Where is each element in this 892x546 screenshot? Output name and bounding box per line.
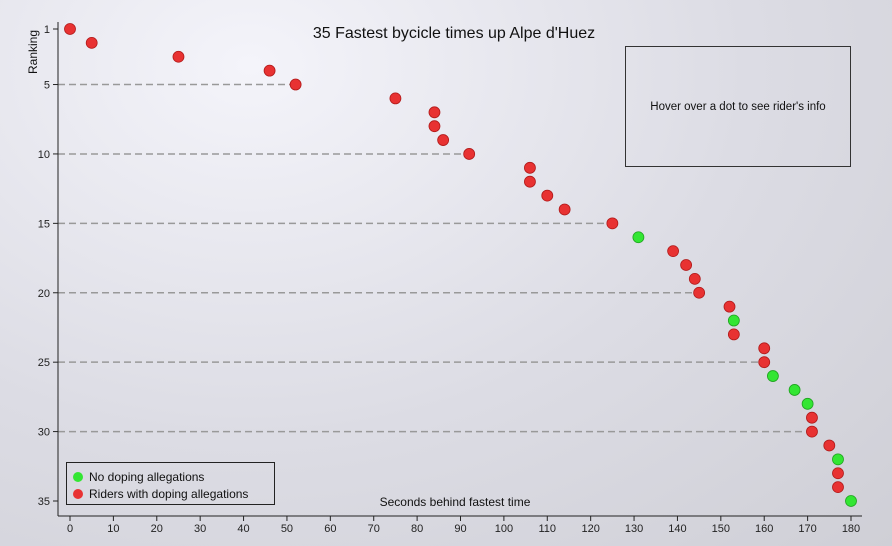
legend: No doping allegations Riders with doping… (66, 462, 275, 505)
data-point (680, 259, 693, 271)
y-axis-title: Ranking (26, 30, 40, 74)
data-point (832, 453, 844, 466)
info-box-text: Hover over a dot to see rider's info (650, 100, 826, 113)
data-point (558, 203, 571, 216)
data-point (801, 397, 814, 410)
x-tick-label: 40 (237, 523, 249, 535)
data-point (688, 272, 701, 285)
legend-item-doping: Riders with doping allegations (67, 485, 274, 502)
x-tick-label: 150 (712, 523, 730, 535)
x-tick-label: 30 (194, 523, 206, 535)
data-point (524, 161, 536, 174)
y-tick-label: 15 (38, 218, 50, 230)
y-tick-label: 5 (44, 80, 50, 92)
data-points (64, 23, 857, 507)
data-point (832, 481, 844, 494)
x-tick-label: 120 (581, 523, 599, 535)
data-point (727, 314, 740, 327)
x-tick-label: 0 (67, 523, 73, 535)
y-tick-label: 25 (38, 357, 50, 369)
data-point (172, 50, 185, 63)
data-point (263, 64, 276, 77)
data-point (606, 217, 619, 230)
x-tick-label: 90 (454, 523, 466, 535)
data-point (758, 356, 771, 369)
x-tick-label: 100 (495, 523, 513, 535)
chart-title: 35 Fastest bycicle times up Alpe d'Huez (313, 25, 595, 42)
y-tick-label: 10 (38, 149, 50, 161)
legend-swatch-green-dot (73, 471, 83, 482)
data-point (806, 411, 818, 424)
data-point (632, 231, 645, 244)
x-axis-title: Seconds behind fastest time (380, 495, 531, 509)
data-point (845, 495, 857, 507)
data-point (437, 134, 450, 146)
x-tick-label: 60 (324, 523, 336, 535)
legend-label: No doping allegations (89, 469, 205, 484)
data-point (767, 370, 779, 382)
data-point (758, 342, 771, 355)
data-point (806, 425, 818, 438)
data-point (693, 286, 706, 299)
legend-swatch-red-dot (73, 488, 83, 499)
data-point (428, 106, 441, 119)
y-tick-label: 35 (38, 496, 50, 508)
data-point (723, 300, 736, 313)
data-point (85, 36, 98, 49)
x-tick-label: 110 (539, 523, 557, 535)
axes: 0 10 20 30 40 50 60 70 80 90 100 110 120 130 140 150 160… (38, 22, 862, 535)
data-point (463, 148, 476, 160)
rider-info-box: Hover over a dot to see rider's info (625, 46, 851, 167)
y-tick-label: 30 (38, 427, 50, 439)
y-tick-label: 1 (44, 24, 50, 36)
data-point (667, 245, 680, 258)
grid-lines (58, 83, 812, 433)
x-tick-label: 170 (798, 523, 816, 535)
x-tick-label: 20 (151, 523, 163, 535)
data-point (524, 175, 536, 188)
x-tick-label: 70 (368, 523, 380, 535)
y-tick-label: 20 (38, 288, 50, 300)
x-tick-label: 160 (755, 523, 773, 535)
x-tick-label: 140 (668, 523, 686, 535)
legend-label: Riders with doping allegations (89, 486, 249, 501)
x-tick-label: 80 (411, 523, 423, 535)
data-point (788, 384, 801, 396)
data-point (727, 328, 740, 341)
x-tick-label: 50 (281, 523, 293, 535)
data-point (541, 189, 554, 202)
data-point (64, 23, 76, 35)
x-tick-label: 130 (625, 523, 643, 535)
data-point (832, 467, 844, 480)
legend-item-no-doping: No doping allegations (67, 468, 274, 485)
x-tick-label: 10 (107, 523, 119, 535)
data-point (289, 78, 302, 91)
x-tick-label: 180 (842, 523, 860, 535)
data-point (428, 120, 441, 133)
data-point (389, 92, 402, 105)
data-point (823, 439, 836, 452)
